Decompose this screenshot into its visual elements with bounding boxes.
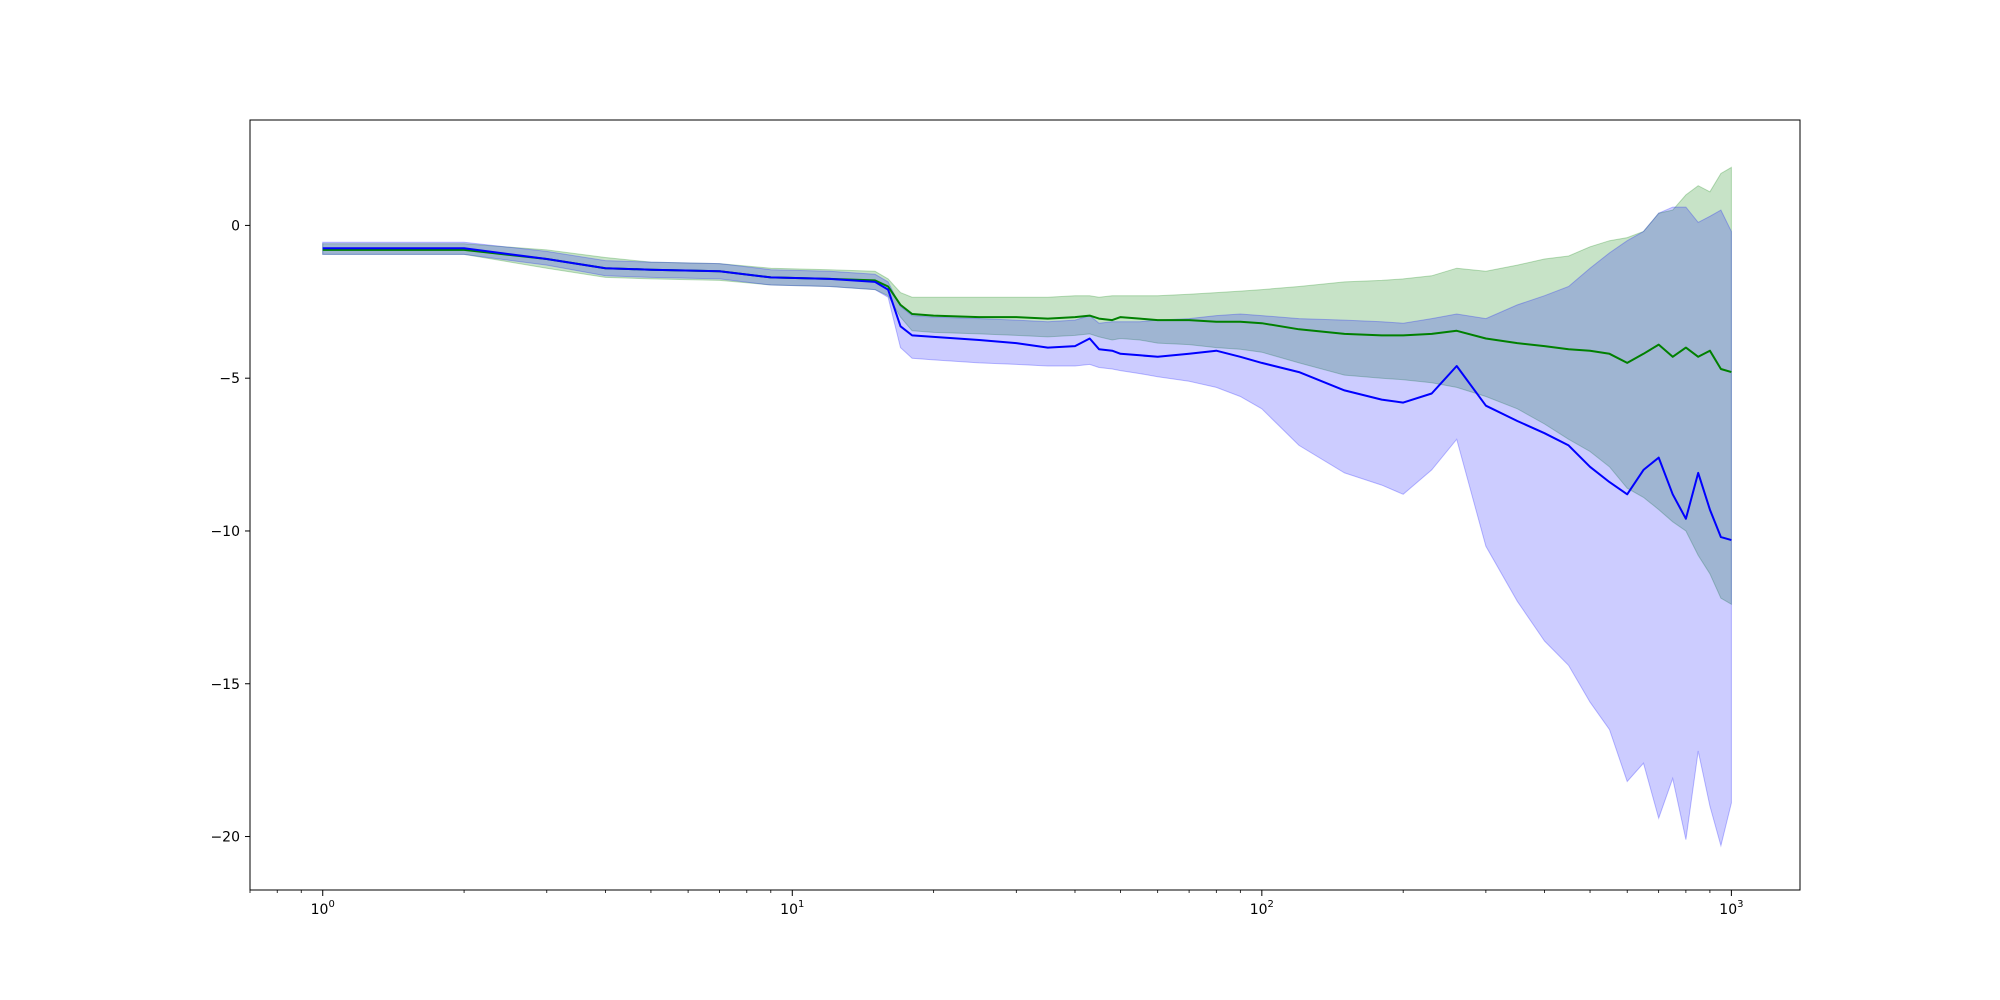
y-tick-label: −15	[210, 677, 240, 693]
y-tick-label: 0	[231, 218, 240, 234]
line-series-1	[322, 248, 1732, 374]
band-series-1	[322, 166, 1732, 606]
plot-frame	[249, 119, 1801, 891]
x-tick-label: 101	[780, 899, 804, 918]
y-tick-label: −10	[210, 524, 240, 540]
y-tick-label: −5	[219, 371, 240, 387]
band-series-2	[322, 206, 1732, 848]
x-tick-label: 100	[311, 899, 335, 918]
x-tick-label: 102	[1250, 899, 1274, 918]
plot-area	[322, 166, 1732, 848]
x-tick-label: 103	[1719, 899, 1743, 918]
line-series-2	[322, 247, 1732, 542]
y-tick-label: −20	[210, 830, 240, 846]
axes: 0 −5 −10 −15 −20 100 101 102 103	[210, 218, 1743, 918]
